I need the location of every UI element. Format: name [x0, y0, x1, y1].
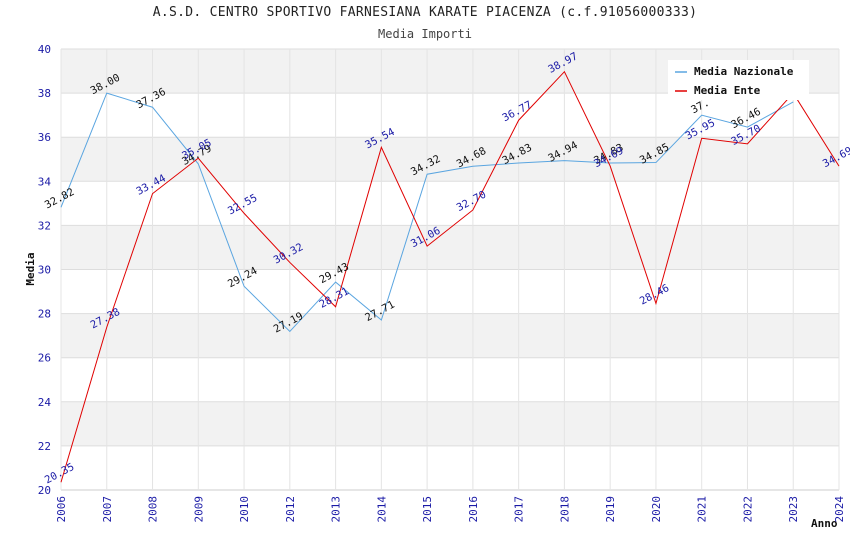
y-tick-label: 34 [38, 175, 52, 188]
plot-band [61, 401, 839, 446]
x-tick-label: 2021 [696, 496, 709, 523]
gridlines [60, 48, 840, 491]
plot-bands [61, 49, 839, 446]
x-axis-ticks: 2006 2007 2008 2009 2010 2012 2013 2014 2015 2016… [55, 496, 846, 523]
x-axis-title: Anno [811, 517, 838, 530]
data-label: 36.77 [500, 99, 534, 124]
y-axis-title: Media [24, 252, 37, 285]
y-tick-label: 38 [38, 87, 51, 100]
legend-label-ente: Media Ente [694, 84, 761, 97]
chart-title: A.S.D. CENTRO SPORTIVO FARNESIANA KARATE… [152, 5, 698, 20]
y-tick-label: 36 [38, 131, 51, 144]
legend: Media Nazionale Media Ente [668, 60, 809, 100]
x-tick-label: 2007 [101, 496, 114, 523]
plot-band [61, 137, 839, 182]
x-tick-label: 2015 [421, 496, 434, 523]
y-tick-label: 22 [38, 440, 51, 453]
x-tick-label: 2020 [650, 496, 663, 523]
x-tick-label: 2016 [467, 496, 480, 523]
y-axis-ticks: 20 22 24 26 28 30 32 34 36 38 40 [38, 43, 52, 497]
x-tick-label: 2008 [147, 496, 160, 523]
data-label: 32.82 [43, 186, 77, 211]
x-tick-label: 2018 [558, 496, 571, 523]
x-tick-label: 2012 [284, 496, 297, 523]
y-tick-label: 32 [38, 219, 51, 232]
legend-label-nazionale: Media Nazionale [694, 65, 794, 78]
y-tick-label: 24 [38, 396, 52, 409]
data-label: 28.46 [638, 282, 672, 307]
y-tick-label: 20 [38, 484, 51, 497]
data-label: 32.70 [455, 189, 489, 214]
series-lines [60, 70, 840, 483]
plot-band [61, 225, 839, 270]
x-tick-label: 2023 [787, 496, 800, 523]
data-label: 28.31 [317, 285, 351, 310]
x-tick-label: 2022 [741, 496, 754, 523]
x-tick-label: 2014 [375, 496, 388, 523]
x-tick-label: 2017 [513, 496, 526, 523]
legend-box [668, 60, 809, 100]
data-label: 32.55 [226, 192, 260, 217]
x-tick-label: 2009 [192, 496, 205, 523]
series-line-ente [60, 70, 840, 483]
y-tick-label: 40 [38, 43, 51, 56]
x-tick-label: 2013 [330, 496, 343, 523]
data-label: 20.35 [43, 461, 77, 486]
y-tick-label: 26 [38, 352, 51, 365]
y-tick-label: 30 [38, 264, 51, 277]
x-tick-label: 2024 [833, 496, 846, 523]
plot-band [61, 313, 839, 358]
series-line-nazionale [60, 92, 794, 333]
x-tick-label: 2019 [604, 496, 617, 523]
y-tick-label: 28 [38, 308, 51, 321]
chart-subtitle: Media Importi [378, 27, 472, 41]
x-tick-label: 2006 [55, 496, 68, 523]
x-tick-label: 2010 [238, 496, 251, 523]
